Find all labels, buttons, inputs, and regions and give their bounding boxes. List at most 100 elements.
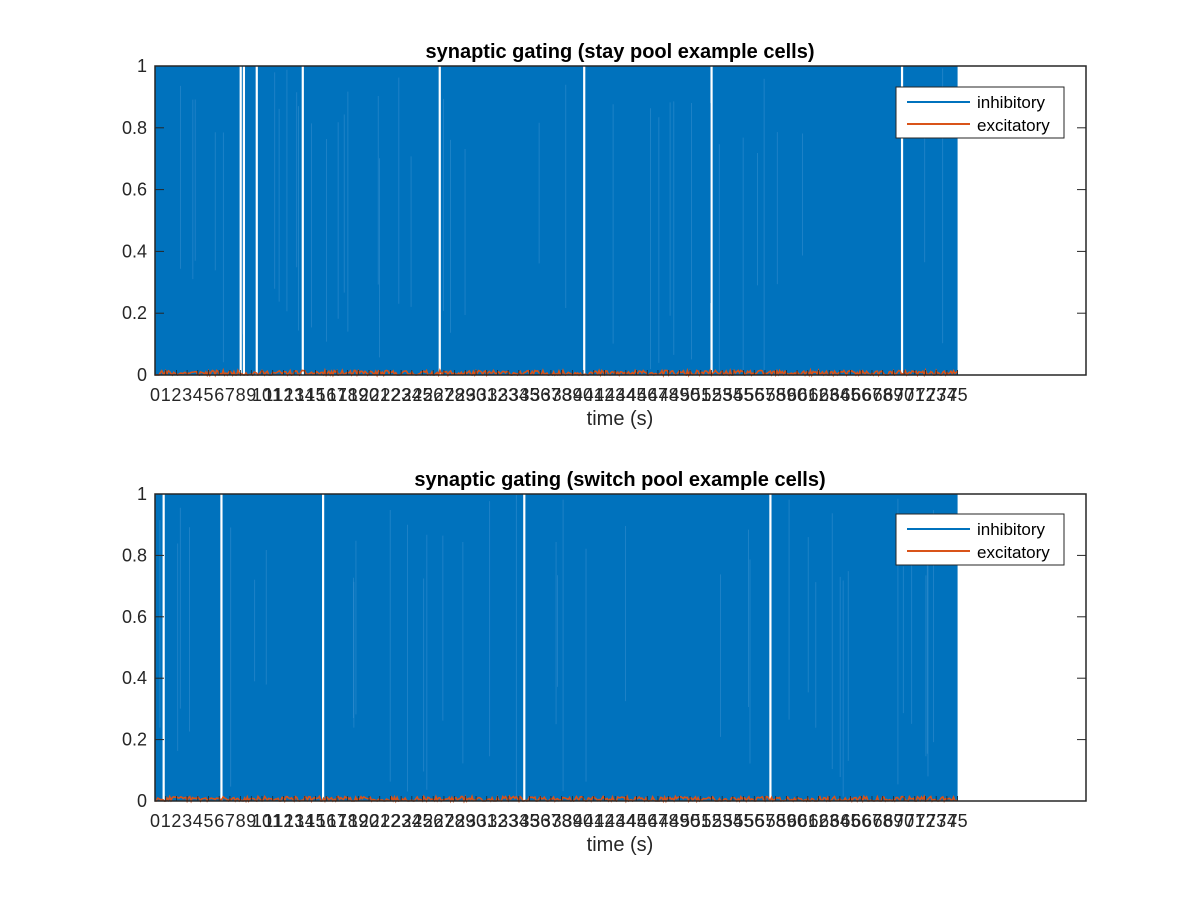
x-tick-label: 52 (701, 811, 721, 831)
x-tick-label: 20 (359, 385, 379, 405)
x-tick-label: 12 (273, 385, 293, 405)
x-tick-label: 16 (316, 385, 336, 405)
y-tick-label: 0.2 (122, 303, 147, 323)
x-tick-label: 39 (562, 385, 582, 405)
x-tick-label: 35 (520, 385, 540, 405)
x-tick-label: 33 (498, 811, 518, 831)
x-tick-label: 16 (316, 811, 336, 831)
y-tick-label: 1 (137, 56, 147, 76)
x-tick-label: 22 (380, 385, 400, 405)
x-tick-label: 59 (776, 385, 796, 405)
x-tick-label: 4 (193, 385, 203, 405)
x-tick-label: 75 (948, 385, 968, 405)
x-tick-label: 41 (584, 385, 604, 405)
x-tick-label: 45 (627, 811, 647, 831)
x-tick-label: 73 (926, 385, 946, 405)
x-tick-label: 33 (498, 385, 518, 405)
x-tick-label: 8 (236, 385, 246, 405)
x-tick-label: 17 (327, 811, 347, 831)
x-tick-label: 66 (851, 811, 871, 831)
x-axis-label: time (s) (587, 408, 654, 430)
subplot-stay-pool: synaptic gating (stay pool example cells… (122, 41, 1087, 430)
x-tick-label: 29 (455, 385, 475, 405)
series-inhibitory-gap (220, 494, 223, 801)
x-tick-label: 4 (193, 811, 203, 831)
y-axis-ticks: 0 0.2 0.4 0.6 0.8 1 (122, 56, 1086, 385)
x-tick-label: 53 (712, 811, 732, 831)
x-tick-label: 0 (150, 811, 160, 831)
series-inhibitory-gap (162, 494, 165, 801)
series-inhibitory-gap (769, 494, 772, 801)
axes-box (154, 493, 1087, 802)
x-tick-label: 64 (830, 811, 850, 831)
x-tick-label: 54 (723, 811, 743, 831)
x-tick-label: 43 (605, 385, 625, 405)
x-tick-label: 55 (734, 385, 754, 405)
x-axis-ticks: 0 1 2 3 4 5 6 7 8 9101112131415161718192021222324… (150, 370, 968, 405)
x-tick-label: 9 (246, 385, 256, 405)
legend-label-excitatory: excitatory (977, 116, 1050, 135)
x-tick-label: 8 (236, 811, 246, 831)
x-tick-label: 3 (182, 811, 192, 831)
x-tick-label: 50 (680, 385, 700, 405)
x-tick-label: 13 (284, 385, 304, 405)
x-tick-label: 28 (445, 811, 465, 831)
x-tick-label: 69 (883, 385, 903, 405)
x-tick-label: 5 (203, 385, 213, 405)
legend-label-inhibitory: inhibitory (977, 93, 1046, 112)
x-tick-label: 51 (691, 385, 711, 405)
x-tick-label: 6 (214, 385, 224, 405)
series-inhibitory-gap (710, 66, 713, 375)
x-tick-label: 66 (851, 385, 871, 405)
series-inhibitory-gap (255, 66, 258, 375)
x-tick-label: 69 (883, 811, 903, 831)
series-inhibitory-gap (239, 66, 242, 375)
x-tick-label: 47 (648, 385, 668, 405)
x-tick-label: 23 (391, 385, 411, 405)
x-tick-label: 47 (648, 811, 668, 831)
x-tick-label: 25 (413, 385, 433, 405)
x-tick-label: 14 (295, 385, 315, 405)
x-tick-label: 56 (744, 385, 764, 405)
x-tick-label: 61 (798, 811, 818, 831)
x-tick-label: 3 (182, 385, 192, 405)
x-tick-label: 61 (798, 385, 818, 405)
x-tick-label: 68 (873, 385, 893, 405)
x-tick-label: 37 (541, 385, 561, 405)
x-tick-label: 32 (487, 385, 507, 405)
x-tick-label: 18 (338, 385, 358, 405)
x-tick-label: 29 (455, 811, 475, 831)
x-tick-label: 40 (573, 811, 593, 831)
x-tick-label: 38 (552, 811, 572, 831)
x-tick-label: 70 (894, 385, 914, 405)
x-tick-label: 57 (755, 385, 775, 405)
series-excitatory-line (154, 794, 958, 804)
x-tick-label: 2 (171, 811, 181, 831)
series-inhibitory-gap (301, 66, 304, 375)
x-tick-label: 43 (605, 811, 625, 831)
x-tick-label: 34 (509, 385, 529, 405)
series-inhibitory-gap (438, 66, 441, 375)
x-tick-label: 15 (306, 811, 326, 831)
x-tick-label: 20 (359, 811, 379, 831)
x-tick-label: 34 (509, 811, 529, 831)
x-tick-label: 31 (477, 811, 497, 831)
legend-box (895, 86, 1065, 139)
y-tick-label: 0.4 (122, 668, 147, 688)
x-tick-label: 6 (214, 811, 224, 831)
y-tick-label: 0.8 (122, 118, 147, 138)
x-tick-label: 59 (776, 811, 796, 831)
plot-area (155, 66, 959, 378)
x-tick-label: 42 (594, 385, 614, 405)
x-tick-label: 52 (701, 385, 721, 405)
chart-title: synaptic gating (stay pool example cells… (425, 41, 814, 63)
x-tick-label: 71 (905, 811, 925, 831)
x-tick-label: 10 (252, 385, 272, 405)
x-tick-label: 26 (423, 811, 443, 831)
x-tick-label: 15 (306, 385, 326, 405)
x-tick-label: 57 (755, 811, 775, 831)
x-tick-label: 18 (338, 811, 358, 831)
y-tick-label: 0 (137, 791, 147, 811)
x-tick-label: 26 (423, 385, 443, 405)
